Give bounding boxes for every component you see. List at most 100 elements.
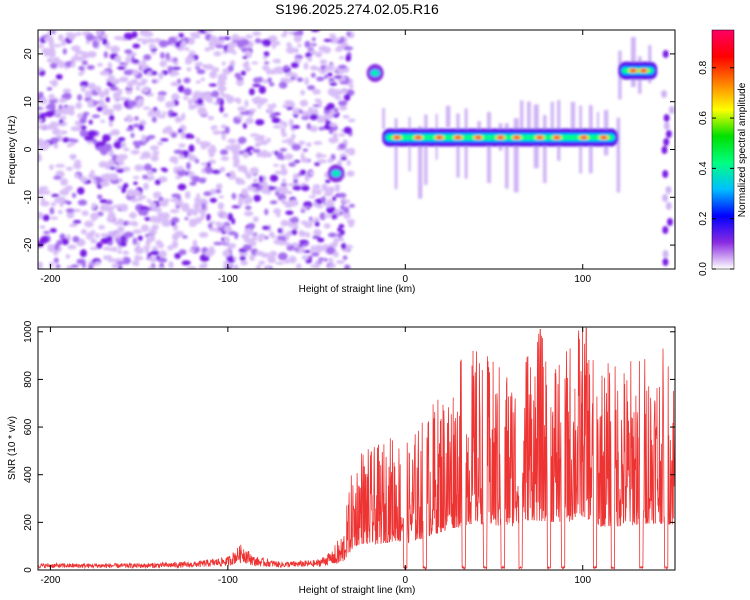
- heatmap-noise-cell: [348, 203, 356, 208]
- heatmap-hotspot-core: [580, 135, 587, 140]
- heatmap-noise-cell: [58, 104, 63, 110]
- heatmap-noise-cell: [99, 199, 108, 204]
- heatmap-noise-cell: [256, 151, 262, 158]
- heatmap-noise-cell: [123, 32, 134, 40]
- heatmap-noise-cell: [348, 221, 355, 228]
- heatmap-noise-cell: [59, 115, 67, 121]
- heatmap-noise-cell: [157, 91, 167, 96]
- heatmap-noise-cell: [88, 263, 94, 269]
- heatmap-noise-cell: [298, 140, 306, 146]
- heatmap-noise-cell: [307, 107, 314, 114]
- heatmap-noise-cell: [284, 79, 293, 83]
- heatmap-noise-cell: [169, 100, 175, 108]
- heatmap-noise-cell: [332, 196, 337, 202]
- heatmap-noise-cell: [170, 209, 177, 213]
- heatmap-noise-cell: [50, 137, 60, 143]
- heatmap-noise-cell: [119, 76, 129, 83]
- heatmap-noise-cell: [141, 134, 146, 143]
- heatmap-noise-cell: [663, 122, 670, 130]
- heatmap-noise-cell: [87, 99, 94, 108]
- heatmap-noise-cell: [245, 34, 253, 39]
- heatmap-noise-cell: [108, 247, 114, 251]
- heatmap-noise-cell: [338, 55, 345, 60]
- heatmap-band-streak: [596, 111, 600, 144]
- heatmap-noise-cell: [170, 132, 177, 138]
- heatmap-noise-cell: [158, 200, 169, 207]
- heatmap-noise-cell: [108, 173, 119, 181]
- heatmap-noise-cell: [111, 246, 118, 252]
- heatmap-noise-cell: [117, 66, 126, 70]
- heatmap-noise-cell: [267, 255, 277, 264]
- heatmap-noise-cell: [276, 152, 284, 160]
- heatmap-noise-cell: [293, 159, 301, 163]
- heatmap-noise-cell: [141, 58, 147, 66]
- heatmap-noise-cell: [196, 98, 204, 105]
- heatmap-noise-cell: [38, 106, 44, 111]
- heatmap-noise-cell: [668, 106, 675, 114]
- heatmap-noise-cell: [220, 149, 229, 156]
- heatmap-noise-cell: [288, 255, 297, 264]
- heatmap-noise-cell: [52, 44, 62, 48]
- heatmap-noise-cell: [269, 250, 278, 257]
- heatmap-noise-cell: [147, 175, 155, 181]
- heatmap-noise-cell: [134, 116, 139, 121]
- snr-y-tick-label: 1000: [23, 320, 34, 343]
- heatmap-noise-cell: [103, 255, 110, 260]
- heatmap-burst-core: [371, 71, 379, 76]
- heatmap-noise-cell: [116, 204, 126, 210]
- heatmap-noise-cell: [187, 37, 195, 45]
- heatmap-noise-cell: [139, 156, 146, 160]
- heatmap-noise-cell: [243, 169, 249, 175]
- heatmap-band-streak: [519, 100, 524, 140]
- heatmap-noise-cell: [267, 77, 272, 84]
- heatmap-noise-cell: [248, 113, 253, 118]
- heatmap-noise-cell: [87, 51, 97, 58]
- heatmap-band-streak: [542, 115, 547, 183]
- heatmap-noise-cell: [132, 69, 139, 76]
- heatmap-noise-cell: [158, 39, 169, 48]
- spectrogram-x-tick-label: -100: [218, 274, 238, 285]
- heatmap-noise-cell: [234, 144, 241, 151]
- heatmap-noise-cell: [194, 91, 203, 96]
- heatmap-noise-cell: [52, 128, 61, 136]
- heatmap-noise-cell: [267, 107, 274, 115]
- heatmap-noise-cell: [304, 40, 311, 48]
- heatmap-noise-cell: [39, 212, 44, 217]
- heatmap-noise-cell: [102, 38, 108, 46]
- heatmap-noise-cell: [170, 81, 179, 87]
- heatmap-noise-cell: [292, 173, 299, 181]
- heatmap-noise-cell: [189, 32, 200, 37]
- heatmap-noise-cell: [335, 260, 345, 264]
- heatmap-noise-cell: [181, 112, 186, 121]
- heatmap-noise-cell: [204, 166, 210, 172]
- heatmap-noise-cell: [133, 123, 140, 128]
- heatmap-noise-cell: [327, 158, 334, 163]
- heatmap-noise-cell: [107, 159, 114, 166]
- heatmap-noise-cell: [38, 186, 49, 191]
- colorbar: 0.0 0.2 0.4 0.6 0.8 Normalized spectral ampl…: [698, 29, 748, 276]
- heatmap-noise-cell: [215, 183, 223, 190]
- heatmap-noise-cell: [300, 206, 307, 211]
- heatmap-noise-cell: [92, 40, 99, 48]
- heatmap-noise-cell: [140, 224, 150, 232]
- snr-frame: [37, 326, 676, 571]
- heatmap-noise-cell: [193, 208, 198, 216]
- heatmap-noise-cell: [284, 259, 290, 264]
- heatmap-noise-cell: [269, 82, 275, 87]
- heatmap-noise-cell: [178, 249, 187, 256]
- heatmap-noise-cell: [200, 112, 209, 116]
- heatmap-noise-cell: [135, 85, 140, 91]
- heatmap-noise-cell: [222, 113, 229, 118]
- heatmap-noise-cell: [225, 95, 235, 102]
- heatmap-noise-cell: [79, 176, 88, 183]
- heatmap-noise-cell: [89, 246, 99, 251]
- heatmap-noise-cell: [65, 208, 75, 213]
- colorbar-gradient: [711, 29, 735, 270]
- heatmap-noise-cell: [325, 179, 331, 184]
- heatmap-noise-cell: [135, 241, 140, 247]
- heatmap-noise-cell: [218, 36, 225, 41]
- heatmap-noise-cell: [55, 163, 66, 168]
- heatmap-noise-cell: [231, 34, 240, 42]
- heatmap-noise-cell: [158, 266, 166, 269]
